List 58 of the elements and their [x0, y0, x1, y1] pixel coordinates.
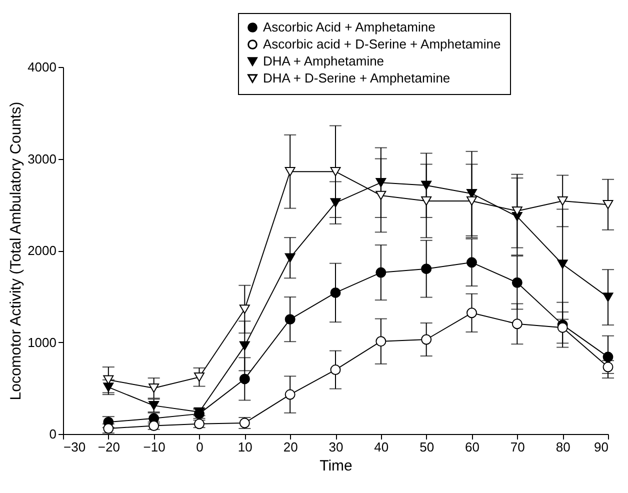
- point: [557, 322, 568, 333]
- x-tick-label: −30: [64, 440, 86, 454]
- y-tick-label: 3000: [28, 151, 56, 166]
- x-tick-label: 90: [594, 440, 608, 454]
- point: [466, 257, 477, 268]
- point: [421, 180, 432, 190]
- x-tick-label: 40: [374, 440, 389, 454]
- point: [466, 308, 477, 318]
- point: [239, 341, 250, 351]
- point: [239, 304, 250, 314]
- point: [284, 253, 296, 262]
- legend-label: DHA + Amphetamine: [263, 54, 384, 68]
- y-tick-label: 2000: [28, 243, 56, 258]
- point: [602, 200, 614, 210]
- x-axis-title: Time: [320, 458, 352, 474]
- point: [103, 382, 114, 392]
- point: [330, 166, 341, 176]
- legend-label: Ascorbic Acid + Amphetamine: [263, 20, 436, 34]
- point: [376, 190, 386, 200]
- y-axis-title: Locomotor Activity (Total Ambulatory Counts): [8, 102, 25, 400]
- legend-label: Ascorbic acid + D-Serine + Amphetamine: [263, 36, 501, 52]
- y-tick-label: 0: [49, 426, 56, 442]
- x-tick-label: −20: [98, 440, 120, 454]
- x-tick-label: 20: [283, 440, 298, 454]
- point: [421, 196, 432, 206]
- point: [557, 260, 568, 269]
- x-tick-label: 50: [420, 440, 434, 454]
- point: [602, 352, 614, 362]
- point: [376, 336, 386, 347]
- point: [376, 267, 386, 278]
- x-tick-label: 60: [465, 440, 480, 454]
- point: [466, 196, 477, 206]
- x-tick-label: 70: [510, 440, 525, 454]
- point: [421, 264, 432, 274]
- point: [103, 375, 114, 384]
- point: [330, 287, 341, 298]
- legend-label: DHA + D-Serine + Amphetamine: [263, 70, 450, 86]
- point: [330, 198, 341, 208]
- y-tick-label: 4000: [28, 60, 56, 74]
- point: [421, 334, 432, 345]
- point: [284, 314, 296, 325]
- point: [284, 389, 296, 400]
- point: [376, 178, 386, 188]
- point: [512, 277, 522, 288]
- x-tick-label: −10: [143, 440, 166, 454]
- y-tick-label: 1000: [28, 334, 56, 350]
- x-tick-label: 10: [238, 440, 252, 454]
- point: [194, 372, 204, 382]
- x-tick-label: 30: [328, 440, 344, 454]
- point: [284, 166, 296, 176]
- point: [512, 318, 522, 330]
- point: [557, 196, 568, 206]
- point: [148, 384, 160, 393]
- x-tick-label: 80: [556, 440, 570, 454]
- point: [239, 374, 250, 384]
- x-tick-label: 0: [196, 440, 204, 454]
- point: [330, 364, 341, 376]
- point: [602, 292, 614, 302]
